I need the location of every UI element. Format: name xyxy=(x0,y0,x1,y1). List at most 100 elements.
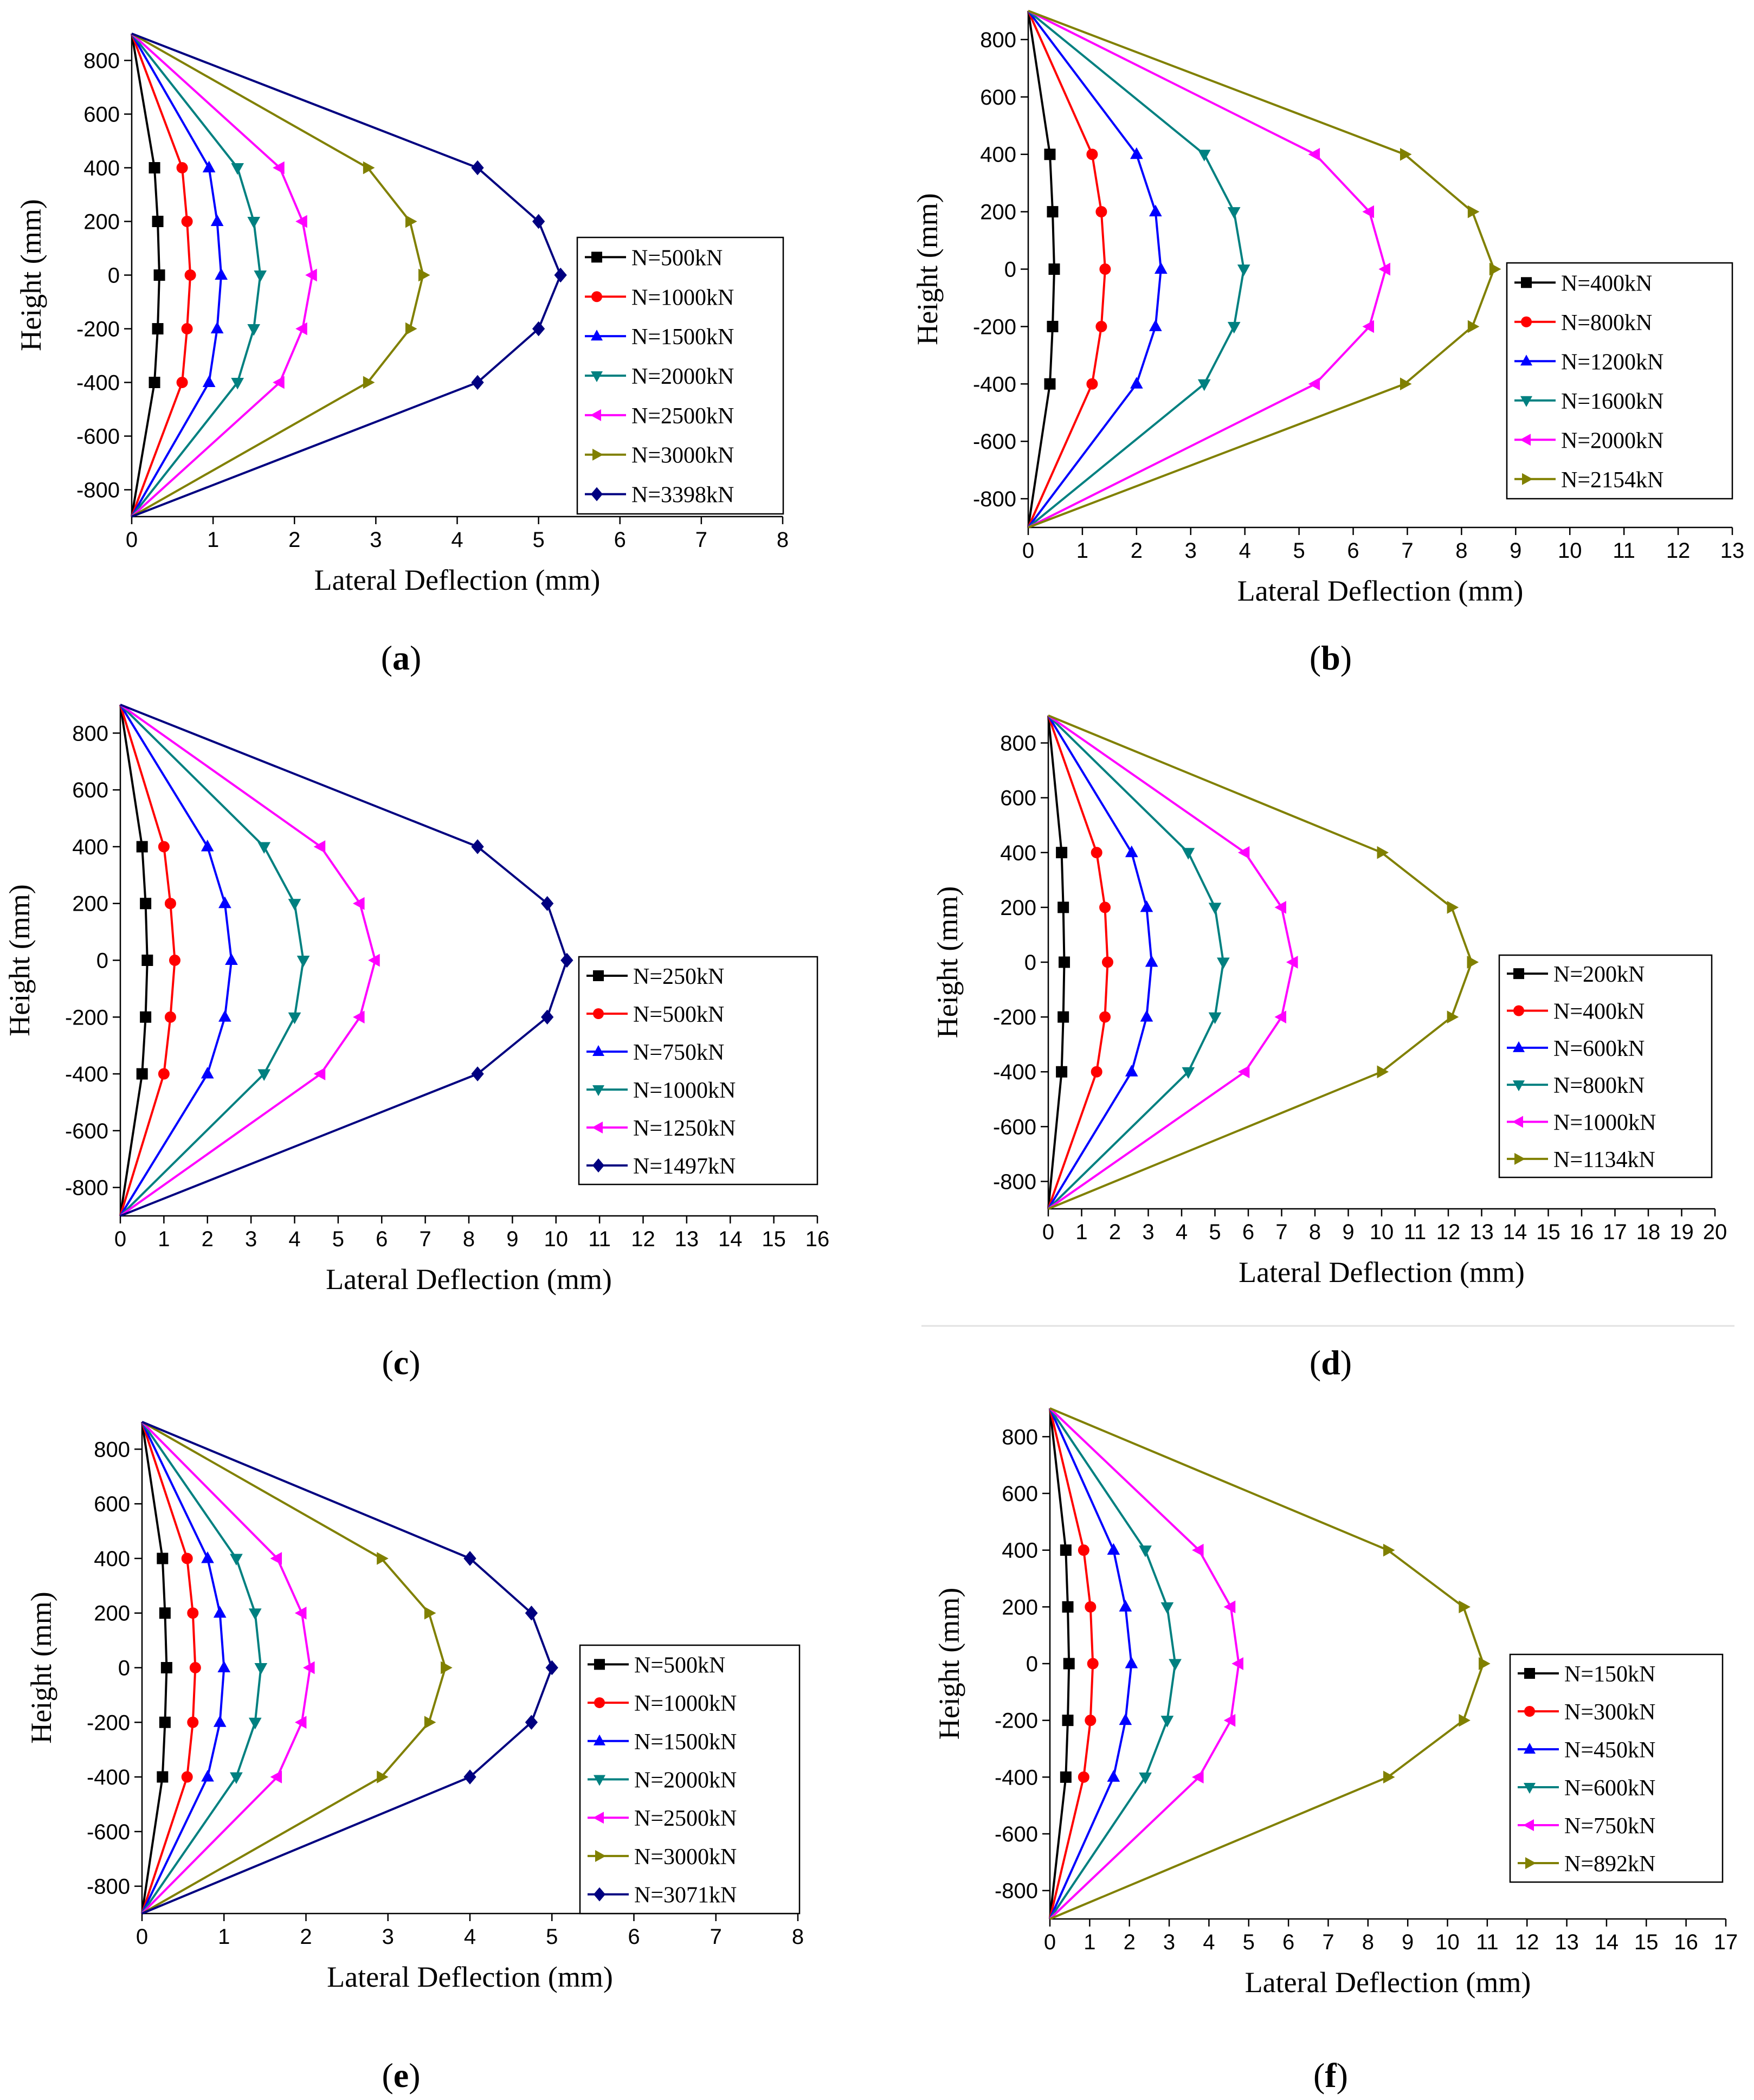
data-point xyxy=(471,160,484,176)
data-point xyxy=(471,1066,484,1081)
data-point xyxy=(1237,846,1250,859)
series-N=600kN xyxy=(1047,714,1158,1210)
legend-label: N=3000kN xyxy=(634,1845,737,1870)
data-point xyxy=(1091,847,1102,859)
data-point xyxy=(295,215,307,228)
data-point xyxy=(305,268,317,282)
x-tick-label: 9 xyxy=(506,1227,518,1251)
data-point xyxy=(1087,1658,1099,1670)
series-N=500kN xyxy=(131,33,165,517)
data-point xyxy=(1160,1716,1174,1728)
x-tick-label: 4 xyxy=(451,528,463,552)
x-tick-label: 2 xyxy=(1131,539,1143,563)
data-point xyxy=(1237,1065,1250,1079)
x-tick-label: 0 xyxy=(1044,1930,1056,1954)
x-tick-label: 6 xyxy=(1282,1930,1294,1954)
series-N=3000kN xyxy=(131,33,430,518)
x-tick-label: 7 xyxy=(1401,539,1413,563)
y-tick-label: 600 xyxy=(1002,1482,1038,1506)
legend-marker xyxy=(1514,1152,1525,1165)
series-line xyxy=(1047,715,1109,1209)
legend-marker xyxy=(1524,1668,1535,1679)
data-point xyxy=(1274,1010,1286,1023)
y-tick-label: 0 xyxy=(1024,951,1036,975)
data-point xyxy=(294,1716,307,1729)
legend-marker xyxy=(591,252,602,263)
x-axis-title: Lateral Deflection (mm) xyxy=(327,1961,613,1993)
legend-marker xyxy=(594,1697,605,1709)
y-tick-label: -800 xyxy=(65,1176,108,1200)
x-tick-label: 0 xyxy=(114,1227,126,1251)
data-point xyxy=(1139,1772,1152,1785)
data-point xyxy=(176,377,188,388)
data-point xyxy=(1217,957,1230,970)
data-point xyxy=(560,952,573,968)
data-point xyxy=(1182,1067,1195,1079)
data-point xyxy=(1149,204,1162,217)
series-N=1600kN xyxy=(1027,10,1250,529)
series-line xyxy=(120,704,568,1217)
legend-marker xyxy=(1520,434,1531,446)
y-tick-label: 400 xyxy=(980,143,1016,167)
y-tick-label: -200 xyxy=(76,318,120,342)
data-point xyxy=(1086,149,1098,160)
y-tick-label: 200 xyxy=(72,892,108,916)
series-N=150kN xyxy=(1049,1408,1075,1919)
series-line xyxy=(1047,714,1294,1210)
x-tick-label: 3 xyxy=(370,528,382,552)
legend-label: N=200kN xyxy=(1553,962,1645,987)
data-point xyxy=(1085,1715,1097,1727)
x-tick-label: 0 xyxy=(126,528,138,552)
data-point xyxy=(541,1009,554,1025)
data-point xyxy=(288,899,301,911)
legend-label: N=2500kN xyxy=(634,1806,737,1831)
data-point xyxy=(363,161,375,175)
data-point xyxy=(1091,1066,1102,1078)
x-tick-label: 10 xyxy=(1435,1930,1460,1954)
y-tick-label: -400 xyxy=(65,1062,108,1086)
data-point xyxy=(184,269,196,281)
series-N=750kN xyxy=(1049,1407,1243,1920)
x-tick-label: 4 xyxy=(288,1227,300,1251)
x-tick-label: 13 xyxy=(1720,539,1745,563)
legend-marker xyxy=(594,1734,605,1745)
legend-label: N=450kN xyxy=(1564,1738,1655,1763)
legend-label: N=2154kN xyxy=(1561,468,1663,493)
legend-label: N=2000kN xyxy=(631,364,734,389)
y-tick-label: -400 xyxy=(993,1060,1036,1084)
y-tick-label: -200 xyxy=(973,315,1016,339)
data-point xyxy=(210,321,224,333)
data-point xyxy=(1145,955,1158,967)
y-tick-label: 600 xyxy=(980,86,1016,109)
data-point xyxy=(1400,147,1412,161)
data-point xyxy=(1062,1601,1074,1613)
series-N=2500kN xyxy=(131,33,317,518)
data-point xyxy=(158,1068,170,1080)
data-point xyxy=(1057,901,1069,913)
series-line xyxy=(131,33,223,517)
series-line xyxy=(141,1421,553,1915)
x-tick-label: 17 xyxy=(1603,1220,1627,1244)
data-point xyxy=(270,1552,282,1565)
y-tick-label: -600 xyxy=(76,425,120,449)
series-N=1200kN xyxy=(1027,10,1168,529)
x-tick-label: 12 xyxy=(1515,1930,1539,1954)
series-N=200kN xyxy=(1047,715,1071,1209)
y-tick-label: -800 xyxy=(993,1170,1036,1194)
x-tick-label: 11 xyxy=(1613,539,1635,563)
legend-label: N=1497kN xyxy=(633,1154,736,1179)
data-point xyxy=(441,1661,453,1674)
x-tick-label: 15 xyxy=(1634,1930,1659,1954)
x-tick-label: 7 xyxy=(695,528,707,552)
y-tick-label: 200 xyxy=(1002,1595,1038,1619)
legend-marker xyxy=(594,1659,605,1670)
data-point xyxy=(525,1715,538,1730)
data-point xyxy=(1192,1543,1204,1557)
data-point xyxy=(1274,901,1286,914)
data-point xyxy=(254,270,267,282)
legend-label: N=250kN xyxy=(633,964,724,989)
x-tick-label: 2 xyxy=(300,1925,312,1949)
x-tick-label: 2 xyxy=(1124,1930,1136,1954)
legend-label: N=1500kN xyxy=(634,1730,737,1755)
